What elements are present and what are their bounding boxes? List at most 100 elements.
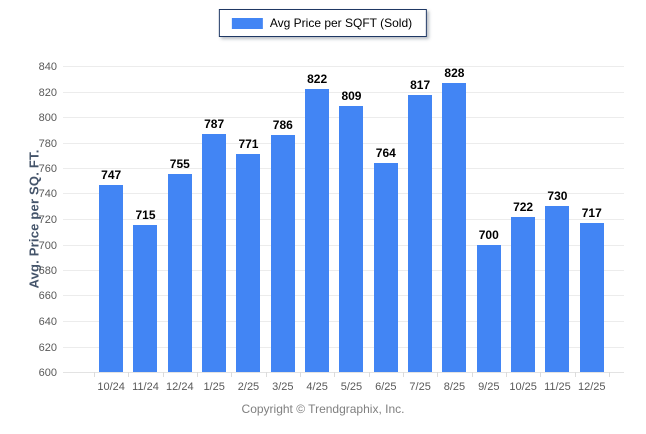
bar-slot-12/24: 755 bbox=[163, 66, 197, 372]
bar-4/25 bbox=[305, 89, 330, 372]
bar-10/25 bbox=[511, 216, 536, 372]
y-tick-label-800: 800 bbox=[38, 112, 57, 124]
bar-7/25 bbox=[408, 95, 433, 372]
x-axis-tick bbox=[506, 372, 507, 377]
x-tick-label-9/25: 9/25 bbox=[478, 381, 500, 393]
legend: Avg Price per SQFT (Sold) bbox=[218, 9, 428, 37]
bar-11/25 bbox=[545, 206, 570, 372]
y-tick-label-620: 620 bbox=[38, 342, 57, 354]
x-axis-line bbox=[63, 372, 624, 373]
y-tick-label-640: 640 bbox=[38, 316, 57, 328]
x-axis-tick bbox=[574, 372, 576, 377]
value-label-2/25: 771 bbox=[238, 137, 259, 151]
x-axis-tick bbox=[128, 372, 130, 377]
value-label-1/25: 787 bbox=[204, 116, 225, 131]
x-tick-label-4/25: 4/25 bbox=[306, 381, 328, 393]
x-axis-tick bbox=[609, 372, 610, 377]
bar-10/24 bbox=[99, 184, 124, 372]
y-tick-label-600: 600 bbox=[38, 367, 57, 379]
value-label-10/24: 747 bbox=[101, 167, 122, 182]
value-label-5/25: 809 bbox=[341, 88, 362, 103]
bar-2/25 bbox=[236, 154, 261, 372]
x-axis-tick bbox=[540, 372, 542, 377]
x-tick-label-12/24: 12/24 bbox=[166, 381, 194, 393]
y-tick-label-660: 660 bbox=[38, 290, 57, 302]
y-tick-label-840: 840 bbox=[38, 61, 57, 73]
x-tick-label-1/25: 1/25 bbox=[203, 381, 225, 393]
x-axis-tick bbox=[197, 372, 198, 377]
plot-area: 840 820 800 780 760 740 720 700 680 660 640 620 600 … bbox=[39, 61, 624, 393]
bar-slot-11/25: 730 bbox=[540, 66, 574, 372]
bar-slot-9/25: 700 bbox=[472, 66, 506, 372]
bar-6/25 bbox=[373, 162, 398, 372]
bar-12/25 bbox=[579, 222, 604, 372]
x-axis-tick bbox=[300, 372, 301, 377]
y-tick-label-820: 820 bbox=[38, 87, 57, 99]
x-axis-tick bbox=[94, 372, 95, 377]
x-tick-label-10/25: 10/25 bbox=[509, 381, 537, 393]
x-tick-label-2/25: 2/25 bbox=[237, 381, 260, 393]
value-label-6/25: 764 bbox=[375, 145, 396, 160]
x-axis-tick bbox=[265, 372, 267, 377]
value-label-3/25: 786 bbox=[272, 117, 293, 132]
bar-8/25 bbox=[442, 83, 467, 372]
x-axis-tick bbox=[403, 372, 404, 377]
bar-slot-2/25: 771 bbox=[231, 66, 265, 372]
bar-1/25 bbox=[202, 133, 227, 372]
value-label-11/24: 715 bbox=[135, 208, 156, 223]
x-axis-tick bbox=[368, 372, 370, 377]
gridline-840 bbox=[63, 66, 624, 67]
copyright-text: Copyright © Trendgraphix, Inc. bbox=[241, 402, 405, 416]
bar-slot-5/25: 809 bbox=[334, 66, 368, 372]
y-tick-label-760: 760 bbox=[38, 163, 57, 175]
y-tick-label-780: 780 bbox=[38, 138, 57, 150]
bar-slot-10/24: 747 bbox=[94, 66, 128, 372]
legend-label: Avg Price per SQFT (Sold) bbox=[269, 16, 413, 30]
x-axis-tick bbox=[162, 372, 164, 377]
gridline-820 bbox=[63, 92, 624, 93]
x-tick-label-11/24: 11/24 bbox=[132, 381, 159, 393]
x-tick-label-5/25: 5/25 bbox=[340, 381, 363, 393]
y-tick-label-720: 720 bbox=[38, 214, 57, 226]
bar-slot-8/25: 828 bbox=[437, 66, 471, 372]
y-tick-label-700: 700 bbox=[38, 240, 57, 252]
x-tick-label-11/25: 11/25 bbox=[544, 381, 571, 393]
value-label-9/25: 700 bbox=[478, 227, 499, 242]
value-label-12/24: 755 bbox=[169, 157, 190, 172]
bar-slot-11/24: 715 bbox=[128, 66, 162, 372]
x-tick-label-12/25: 12/25 bbox=[577, 381, 606, 393]
bars-row: 747 715 755 787 771 786 822 809 764 817 828 700 722 7… bbox=[94, 66, 609, 372]
value-label-11/25: 730 bbox=[547, 189, 568, 204]
x-axis-tick bbox=[334, 372, 336, 377]
bar-5/25 bbox=[339, 105, 364, 372]
bar-slot-10/25: 722 bbox=[506, 66, 540, 372]
x-tick-label-7/25: 7/25 bbox=[409, 381, 431, 393]
x-axis-tick bbox=[437, 372, 439, 377]
value-label-4/25: 822 bbox=[307, 72, 328, 86]
bar-11/24 bbox=[133, 225, 158, 372]
value-label-12/25: 717 bbox=[581, 205, 602, 220]
bar-3/25 bbox=[270, 134, 295, 372]
bar-slot-1/25: 787 bbox=[197, 66, 231, 372]
x-axis-tick-labels: 10/24 11/24 12/24 1/25 2/25 3/25 4/25 5/25 6/25 7… bbox=[94, 377, 609, 393]
bar-slot-4/25: 822 bbox=[300, 66, 334, 372]
y-tick-label-740: 740 bbox=[38, 188, 57, 200]
x-tick-label-6/25: 6/25 bbox=[375, 381, 397, 393]
value-label-10/25: 722 bbox=[513, 199, 534, 214]
x-axis-tick bbox=[471, 372, 473, 377]
bar-slot-12/25: 717 bbox=[575, 66, 609, 372]
value-label-7/25: 817 bbox=[410, 78, 431, 93]
bar-12/24 bbox=[167, 174, 192, 372]
bar-slot-3/25: 786 bbox=[266, 66, 300, 372]
legend-swatch bbox=[231, 17, 263, 29]
bar-9/25 bbox=[476, 244, 501, 372]
value-label-8/25: 828 bbox=[444, 66, 465, 80]
bar-slot-6/25: 764 bbox=[369, 66, 403, 372]
x-tick-label-10/24: 10/24 bbox=[97, 381, 125, 393]
y-tick-label-680: 680 bbox=[38, 265, 57, 277]
x-tick-label-3/25: 3/25 bbox=[272, 381, 294, 393]
bar-slot-7/25: 817 bbox=[403, 66, 437, 372]
x-axis-tick bbox=[231, 372, 233, 377]
x-tick-label-8/25: 8/25 bbox=[443, 381, 466, 393]
